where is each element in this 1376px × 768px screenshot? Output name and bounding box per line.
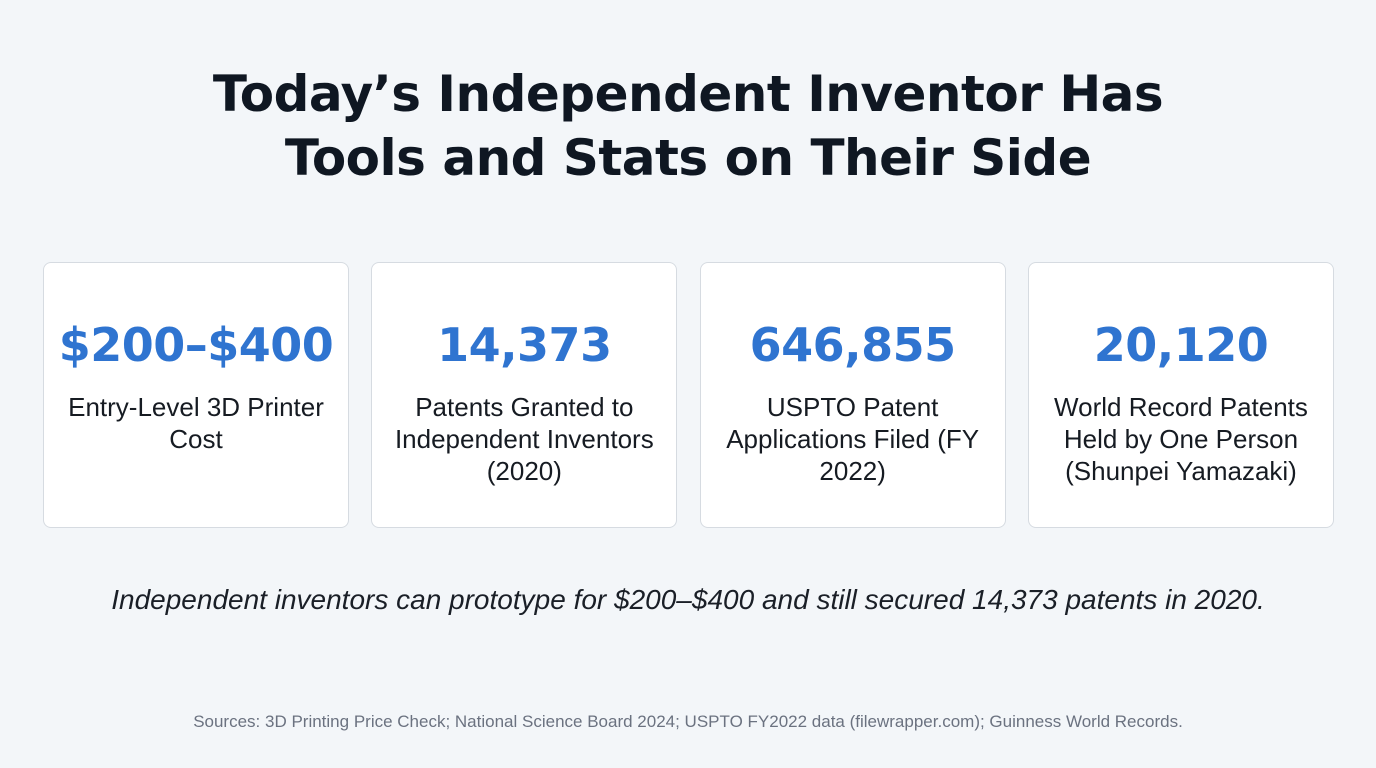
stat-label: USPTO Patent Applications Filed (FY 2022…: [726, 392, 980, 486]
stat-value: 646,855: [749, 318, 957, 372]
stat-label: Patents Granted to Independent Inventors…: [394, 392, 654, 486]
sources-footnote: Sources: 3D Printing Price Check; Nation…: [193, 712, 1183, 731]
title-line-2: Tools and Stats on Their Side: [284, 129, 1092, 187]
stat-card-patents-granted: 14,373 Patents Granted to Independent In…: [371, 262, 678, 528]
stat-value: $200–$400: [58, 318, 334, 372]
stat-card-world-record: 20,120 World Record Patents Held by One …: [1027, 262, 1334, 528]
stat-label: Entry-Level 3D Printer Cost: [68, 392, 324, 454]
stat-cards: $200–$400 Entry-Level 3D Printer Cost 14…: [43, 262, 1334, 530]
stat-label: World Record Patents Held by One Person …: [1054, 392, 1308, 486]
summary-text: Independent inventors can prototype for …: [111, 584, 1265, 615]
stat-card-printer-cost: $200–$400 Entry-Level 3D Printer Cost: [43, 262, 349, 528]
page-title: Today’s Independent Inventor Has Tools a…: [0, 62, 1376, 190]
stat-value: 20,120: [1093, 318, 1269, 372]
stat-value: 14,373: [437, 318, 612, 372]
stat-card-applications-filed: 646,855 USPTO Patent Applications Filed …: [699, 262, 1006, 528]
title-line-1: Today’s Independent Inventor Has: [212, 65, 1164, 123]
